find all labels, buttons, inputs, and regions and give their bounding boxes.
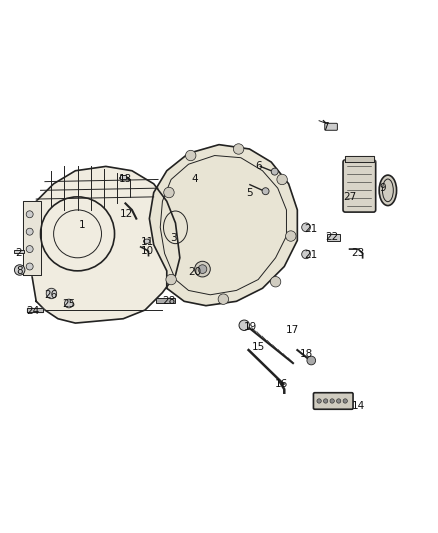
Text: 5: 5 xyxy=(246,188,253,198)
Circle shape xyxy=(194,261,210,277)
Circle shape xyxy=(336,399,341,403)
Circle shape xyxy=(26,263,33,270)
Text: 27: 27 xyxy=(343,192,356,202)
Text: 22: 22 xyxy=(325,232,339,242)
Text: 21: 21 xyxy=(304,224,317,233)
Text: 25: 25 xyxy=(62,300,75,309)
Circle shape xyxy=(218,294,229,304)
Circle shape xyxy=(164,187,174,198)
Circle shape xyxy=(262,188,269,195)
Circle shape xyxy=(307,356,316,365)
Text: 13: 13 xyxy=(119,174,132,184)
Text: 21: 21 xyxy=(304,250,317,260)
Text: 23: 23 xyxy=(352,248,365,259)
Circle shape xyxy=(323,399,328,403)
Polygon shape xyxy=(345,156,374,162)
Polygon shape xyxy=(149,144,297,305)
Circle shape xyxy=(277,174,287,184)
Text: 17: 17 xyxy=(286,325,299,335)
Text: 11: 11 xyxy=(141,237,154,247)
Text: 26: 26 xyxy=(44,290,57,300)
FancyBboxPatch shape xyxy=(314,393,353,409)
Circle shape xyxy=(302,250,311,259)
Bar xyxy=(327,235,340,241)
Circle shape xyxy=(64,299,73,308)
Circle shape xyxy=(317,399,321,403)
Bar xyxy=(156,298,176,303)
FancyBboxPatch shape xyxy=(325,123,337,130)
Circle shape xyxy=(271,168,278,175)
Polygon shape xyxy=(23,201,41,275)
Text: 18: 18 xyxy=(300,349,313,359)
Polygon shape xyxy=(27,308,43,312)
Bar xyxy=(120,175,126,180)
Text: 14: 14 xyxy=(352,401,365,411)
Text: 4: 4 xyxy=(192,174,198,184)
Ellipse shape xyxy=(379,175,396,206)
Text: 19: 19 xyxy=(244,322,257,333)
Circle shape xyxy=(26,228,33,235)
Circle shape xyxy=(14,265,25,275)
Circle shape xyxy=(270,277,281,287)
Text: 10: 10 xyxy=(141,246,154,256)
Text: 2: 2 xyxy=(15,248,22,259)
Circle shape xyxy=(302,223,311,232)
Circle shape xyxy=(330,399,334,403)
Circle shape xyxy=(343,399,347,403)
Text: 6: 6 xyxy=(255,161,261,172)
Circle shape xyxy=(233,144,244,154)
Ellipse shape xyxy=(144,239,150,244)
Text: 9: 9 xyxy=(379,183,385,193)
Circle shape xyxy=(26,211,33,218)
Text: 28: 28 xyxy=(162,296,176,306)
Text: 7: 7 xyxy=(322,122,329,132)
Text: 15: 15 xyxy=(251,342,265,352)
Text: 24: 24 xyxy=(26,306,39,316)
Text: 1: 1 xyxy=(78,220,85,230)
Text: 12: 12 xyxy=(120,209,133,219)
Text: 16: 16 xyxy=(275,379,288,389)
Text: 8: 8 xyxy=(16,266,23,276)
Text: 20: 20 xyxy=(188,267,201,277)
Bar xyxy=(14,250,25,254)
Circle shape xyxy=(198,265,207,273)
Circle shape xyxy=(46,288,57,298)
Circle shape xyxy=(26,246,33,253)
Circle shape xyxy=(166,274,177,285)
Polygon shape xyxy=(28,166,180,323)
Circle shape xyxy=(286,231,296,241)
Circle shape xyxy=(185,150,196,161)
Text: 3: 3 xyxy=(170,233,177,243)
FancyBboxPatch shape xyxy=(343,160,376,212)
Circle shape xyxy=(239,320,250,330)
